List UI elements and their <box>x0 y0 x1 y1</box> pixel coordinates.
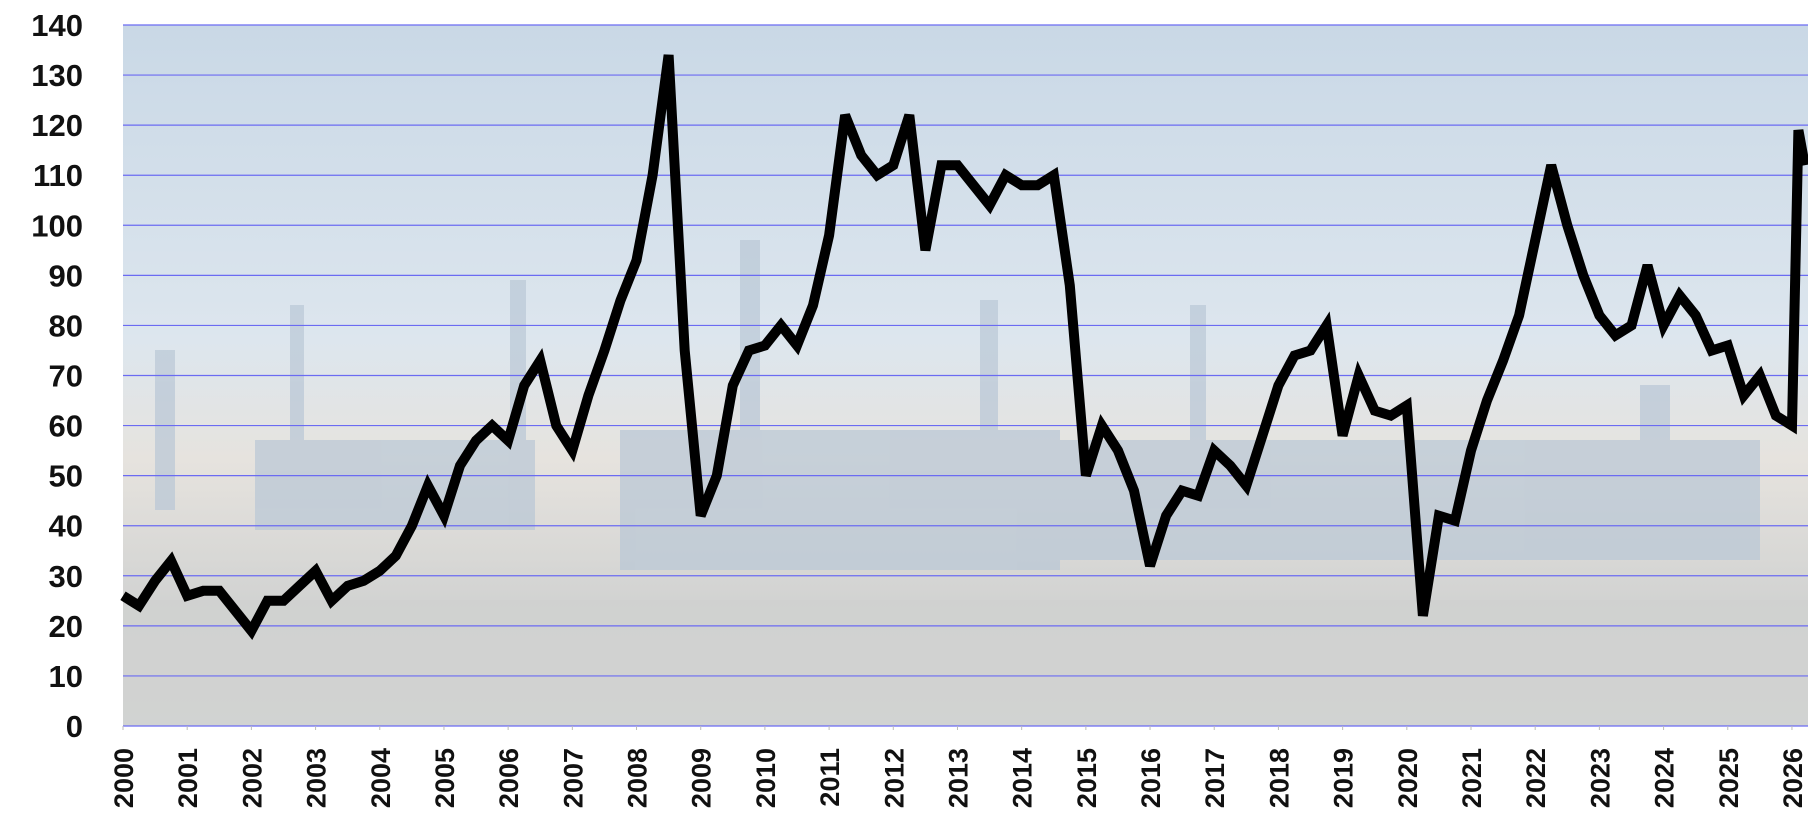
y-tick-label: 30 <box>49 559 83 594</box>
x-tick-label: 2003 <box>302 748 332 808</box>
x-tick-label: 2018 <box>1264 748 1294 808</box>
x-tick-label: 2021 <box>1457 748 1487 808</box>
x-tick-label: 2026 <box>1778 748 1808 808</box>
x-tick-label: 2011 <box>815 748 845 807</box>
y-tick-label: 40 <box>49 509 83 544</box>
x-tick-label: 2014 <box>1008 748 1038 808</box>
y-tick-label: 140 <box>31 8 83 43</box>
x-tick-label: 2000 <box>109 748 139 808</box>
x-tick-label: 2022 <box>1521 748 1551 808</box>
x-tick-label: 2016 <box>1136 748 1166 808</box>
x-tick-label: 2001 <box>173 748 203 808</box>
x-tick-label: 2013 <box>943 748 973 808</box>
x-tick-label: 2002 <box>237 748 267 808</box>
x-tick-label: 2005 <box>430 748 460 808</box>
y-tick-label: 100 <box>31 208 83 243</box>
x-tick-label: 2020 <box>1393 748 1423 808</box>
y-tick-label: 130 <box>31 58 83 93</box>
y-tick-label: 80 <box>49 308 83 343</box>
y-tick-label: 110 <box>33 158 83 193</box>
y-tick-label: 10 <box>49 659 83 694</box>
plot <box>120 54 1808 640</box>
y-tick-label: 0 <box>66 709 83 744</box>
axis-labels: 0 10 20 30 40 50 60 70 80 90 100 110 120 130 140 2000 20… <box>31 8 1808 808</box>
x-tick-label: 2012 <box>879 748 909 808</box>
x-tick-label: 2017 <box>1200 748 1230 808</box>
x-tick-label: 2004 <box>366 748 396 808</box>
y-tick-label: 20 <box>49 609 83 644</box>
y-tick-label: 60 <box>49 409 83 444</box>
x-tick-label: 2015 <box>1072 748 1102 808</box>
y-tick-label: 50 <box>49 459 83 494</box>
x-tick-label: 2010 <box>751 748 781 808</box>
x-tick-label: 2024 <box>1650 748 1680 808</box>
x-tick-label: 2008 <box>623 748 653 808</box>
x-tick-label: 2009 <box>687 748 717 808</box>
y-tick-label: 120 <box>31 108 83 143</box>
x-tick-label: 2007 <box>558 748 588 808</box>
data-line <box>120 54 1808 640</box>
x-tick-label: 2019 <box>1329 748 1359 808</box>
x-tick-label: 2023 <box>1585 748 1615 808</box>
x-tick-label: 2006 <box>494 748 524 808</box>
x-tick-label: 2025 <box>1714 748 1744 808</box>
y-tick-label: 90 <box>49 258 83 293</box>
y-tick-label: 70 <box>49 359 83 394</box>
